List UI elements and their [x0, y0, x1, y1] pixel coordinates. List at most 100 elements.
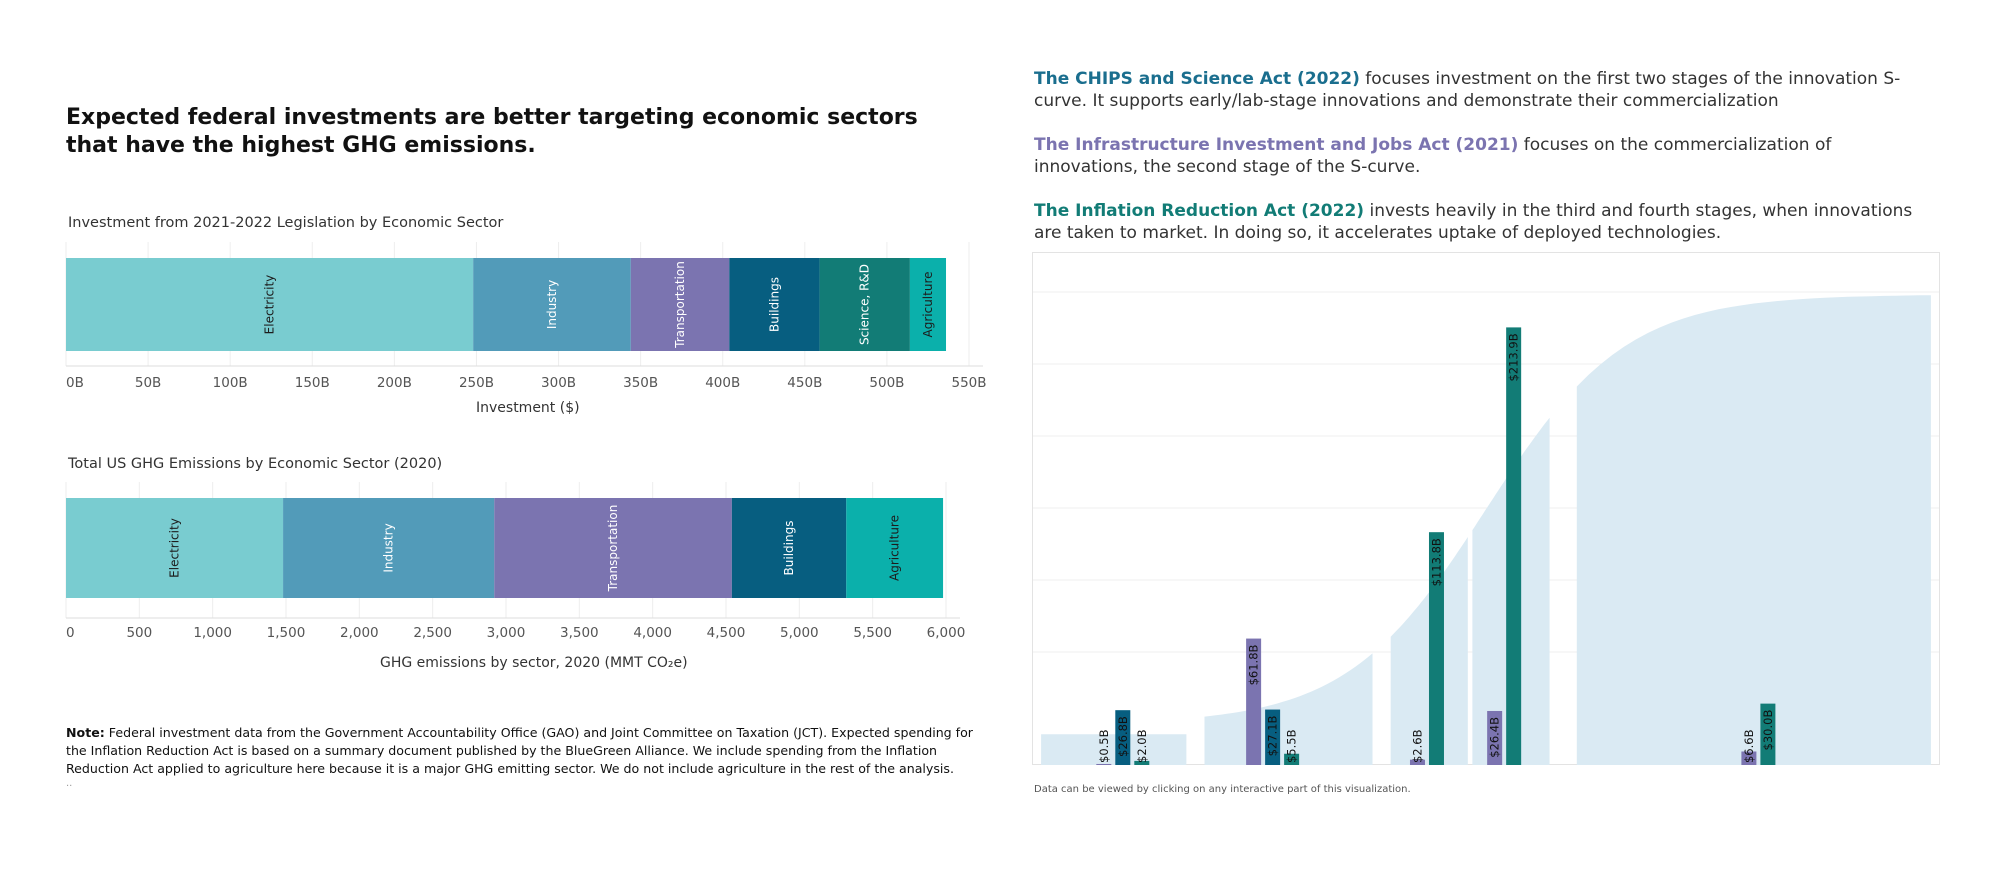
x-tick-label: 3,500	[560, 625, 599, 641]
bar-27-1b[interactable]: $27.1B	[1265, 709, 1281, 765]
bar-26-8b[interactable]: $26.8B	[1115, 710, 1131, 765]
bar-rect	[1134, 760, 1150, 765]
x-tick-label: 6,000	[927, 625, 966, 641]
bar-value-label: $30.0B	[1761, 710, 1775, 751]
bar-value-label: $27.1B	[1266, 715, 1280, 756]
x-tick-label: 4,500	[707, 625, 746, 641]
bar-segment-transportation[interactable]: Transportation	[494, 498, 732, 598]
bar-segment-agriculture[interactable]: Agriculture	[846, 498, 944, 598]
bar-113-8b[interactable]: $113.8B	[1428, 532, 1444, 765]
iija-description: The Infrastructure Investment and Jobs A…	[1034, 134, 1934, 178]
bar-value-label: $2.0B	[1135, 729, 1149, 763]
bar-science-r-d	[819, 258, 910, 351]
investment-chart-title: Investment from 2021-2022 Legislation by…	[68, 215, 504, 231]
bar-segment-industry[interactable]: Industry	[473, 258, 631, 351]
bar-value-label: $26.8B	[1116, 716, 1130, 757]
segment-label: Buildings	[767, 277, 781, 332]
segment-label: Industry	[545, 280, 559, 329]
bar-value-label: $113.8B	[1429, 538, 1443, 586]
x-tick-label: 5,500	[853, 625, 892, 641]
note: Note: Federal investment data from the G…	[66, 724, 986, 778]
bar-value-label: $6.6B	[1742, 729, 1756, 763]
x-tick-label: 5,000	[780, 625, 819, 641]
x-tick-label: 2,000	[340, 625, 379, 641]
bar-rect	[1246, 638, 1262, 765]
bar-segment-electricity[interactable]: Electricity	[66, 258, 474, 351]
bar-electricity	[66, 258, 474, 351]
bar-2-6b[interactable]: $2.6B	[1409, 729, 1425, 765]
bar-segment-transportation[interactable]: Transportation	[630, 258, 730, 351]
bar-agriculture	[846, 498, 944, 598]
bar-buildings	[729, 258, 820, 351]
x-tick-label: 350B	[623, 375, 658, 391]
segment-label: Agriculture	[921, 272, 935, 338]
bar-2-0b[interactable]: $2.0B	[1134, 729, 1150, 765]
emissions-chart-title: Total US GHG Emissions by Economic Secto…	[68, 456, 443, 472]
bar-rect	[1487, 710, 1503, 765]
footnote: Data can be viewed by clicking on any in…	[1034, 784, 1411, 795]
bar-segment-buildings[interactable]: Buildings	[731, 498, 847, 598]
emissions-chart[interactable]: Electricity Industry Transportation Buildin…	[0, 480, 1000, 650]
x-tick-label: 0	[66, 625, 75, 641]
x-tick-label: 500B	[869, 375, 904, 391]
chips-act-text: focuses investment on the first two stag…	[1034, 69, 1901, 111]
bar-value-label: $0.5B	[1097, 729, 1111, 763]
ira-name: The Inflation Reduction Act (2022)	[1034, 201, 1365, 221]
x-tick-label: 300B	[541, 375, 576, 391]
chips-act-description: The CHIPS and Science Act (2022) focuses…	[1034, 68, 1934, 112]
bar-agriculture	[909, 258, 947, 351]
bar-segment-industry[interactable]: Industry	[283, 498, 495, 598]
bar-value-label: $61.8B	[1247, 644, 1261, 685]
x-tick-label: 1,000	[193, 625, 232, 641]
ira-text: invests heavily in the third and fourth …	[1034, 201, 1913, 243]
note-trailing: ..	[66, 778, 73, 789]
x-tick-label: 3,000	[487, 625, 526, 641]
bar-transportation	[494, 498, 732, 598]
bar-buildings	[731, 498, 847, 598]
bar-industry	[473, 258, 631, 351]
bar-6-6b[interactable]: $6.6B	[1741, 729, 1757, 765]
x-tick-label: 500	[126, 625, 152, 641]
bar-rect	[1265, 709, 1281, 765]
bar-213-9b[interactable]: $213.9B	[1506, 327, 1522, 765]
bar-30-0b[interactable]: $30.0B	[1760, 703, 1776, 765]
x-tick-label: 0B	[66, 375, 84, 391]
x-tick-label: 1,500	[267, 625, 306, 641]
segment-label: Industry	[382, 523, 396, 572]
segment-label: Transportation	[606, 505, 620, 593]
note-label: Note:	[66, 725, 105, 740]
x-tick-label: 4,000	[633, 625, 672, 641]
page-title: Expected federal investments are better …	[66, 105, 918, 158]
bar-segment-electricity[interactable]: Electricity	[66, 498, 284, 598]
bar-segment-agriculture[interactable]: Agriculture	[909, 258, 947, 351]
iija-text: focuses on the commercialization of inno…	[1034, 135, 1832, 177]
x-tick-label: 150B	[295, 375, 330, 391]
s-curve-investment-chart[interactable]: $0.5B $26.8B $2.0B $61.8B $27.1B $5.5B $2.6B $1…	[1032, 252, 1940, 768]
investment-x-axis-title: Investment ($)	[476, 400, 580, 416]
segment-label: Buildings	[782, 521, 796, 576]
x-tick-label: 400B	[705, 375, 740, 391]
note-text: Federal investment data from the Governm…	[66, 725, 973, 776]
bar-5-5b[interactable]: $5.5B	[1284, 729, 1300, 765]
s-curve-stage-1	[1041, 734, 1187, 765]
emissions-x-axis-title: GHG emissions by sector, 2020 (MMT CO₂e)	[380, 655, 688, 671]
x-tick-label: 550B	[951, 375, 986, 391]
bar-value-label: $5.5B	[1285, 729, 1299, 763]
bar-segment-science-r-d[interactable]: Science, R&D	[819, 258, 910, 351]
x-tick-label: 50B	[135, 375, 161, 391]
bar-rect	[1741, 751, 1757, 765]
bar-0-5b[interactable]: $0.5B	[1096, 729, 1112, 765]
segment-label: Agriculture	[888, 515, 902, 581]
bar-61-8b[interactable]: $61.8B	[1246, 638, 1262, 765]
bar-rect	[1428, 532, 1444, 765]
bar-segment-buildings[interactable]: Buildings	[729, 258, 820, 351]
bar-26-4b[interactable]: $26.4B	[1487, 710, 1503, 765]
s-curve-stage-5	[1576, 295, 1931, 765]
segment-label: Transportation	[673, 261, 687, 349]
ira-description: The Inflation Reduction Act (2022) inves…	[1034, 200, 1934, 244]
x-tick-label: 2,500	[413, 625, 452, 641]
x-tick-label: 250B	[459, 375, 494, 391]
investment-chart[interactable]: Electricity Industry Transportation Buildin…	[0, 240, 1000, 400]
x-tick-label: 100B	[213, 375, 248, 391]
segment-label: Science, R&D	[858, 264, 872, 345]
